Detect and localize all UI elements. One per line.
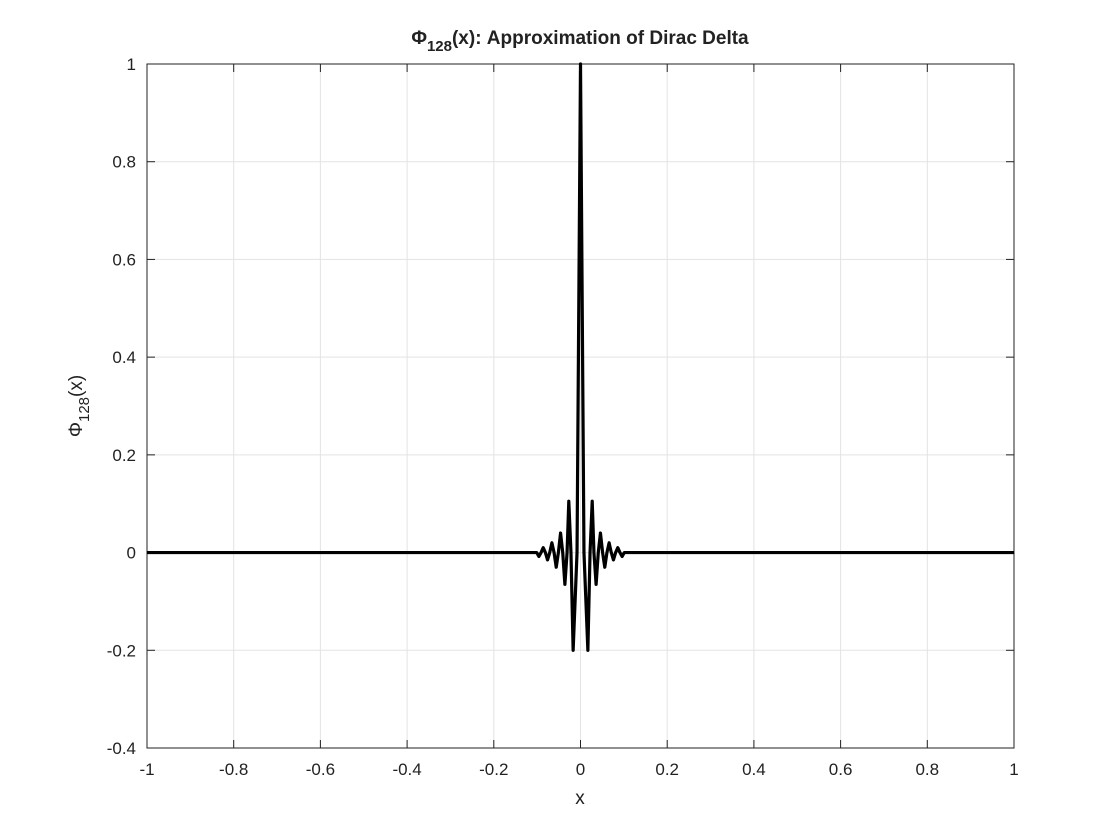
x-tick-label: -0.2: [479, 760, 508, 779]
line: [147, 62, 1014, 652]
y-tick-label: 0.6: [112, 250, 136, 269]
y-tick-label: 0.4: [112, 348, 136, 367]
chart-title: Φ128(x): Approximation of Dirac Delta: [411, 28, 749, 55]
x-axis-label: x: [575, 788, 585, 809]
ylabel-subscript: 128: [76, 397, 93, 422]
y-tick-label: -0.4: [107, 739, 136, 758]
title-subscript: 128: [427, 38, 452, 55]
x-tick-label: -1: [139, 760, 154, 779]
x-tick-label: -0.6: [306, 760, 335, 779]
y-tick-label: 0.2: [112, 446, 136, 465]
y-tick-label: -0.2: [107, 641, 136, 660]
x-tick-label: -0.4: [392, 760, 421, 779]
y-tick-label: 1: [127, 55, 136, 74]
x-tick-label: 0.4: [742, 760, 766, 779]
x-tick-label: 0.6: [829, 760, 853, 779]
ylabel-symbol: Φ: [66, 422, 87, 437]
y-axis-label: Φ128(x): [66, 375, 93, 437]
x-tick-label: 0: [576, 760, 585, 779]
x-tick-label: 0.8: [915, 760, 939, 779]
x-tick-label: 0.2: [655, 760, 679, 779]
x-tick-label: -0.8: [219, 760, 248, 779]
title-text: (x): Approximation of Dirac Delta: [452, 28, 749, 49]
x-tick-label: 1: [1009, 760, 1018, 779]
y-tick-label: 0.8: [112, 153, 136, 172]
ylabel-text: (x): [66, 375, 87, 397]
title-symbol: Φ: [411, 28, 427, 49]
y-tick-label: 0: [127, 544, 136, 563]
